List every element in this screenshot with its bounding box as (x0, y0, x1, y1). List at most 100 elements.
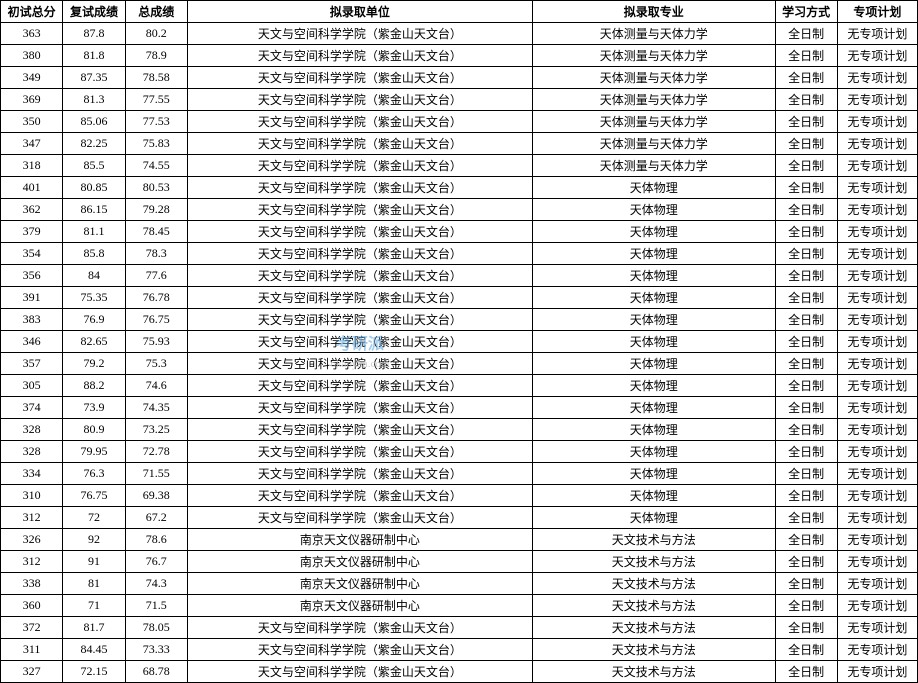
table-cell: 71 (63, 595, 125, 617)
table-cell: 372 (1, 617, 63, 639)
table-row: 38081.878.9天文与空间科学学院（紫金山天文台）天体测量与天体力学全日制… (1, 45, 918, 67)
table-cell: 无专项计划 (837, 309, 917, 331)
table-cell: 72.78 (125, 441, 187, 463)
table-cell: 全日制 (775, 529, 837, 551)
table-row: 35485.878.3天文与空间科学学院（紫金山天文台）天体物理全日制无专项计划 (1, 243, 918, 265)
col-header-2: 总成绩 (125, 1, 187, 23)
table-cell: 无专项计划 (837, 111, 917, 133)
table-cell: 74.3 (125, 573, 187, 595)
table-cell: 76.3 (63, 463, 125, 485)
col-header-6: 专项计划 (837, 1, 917, 23)
table-cell: 全日制 (775, 133, 837, 155)
table-cell: 75.93 (125, 331, 187, 353)
table-cell: 天体测量与天体力学 (532, 111, 775, 133)
table-cell: 310 (1, 485, 63, 507)
table-cell: 328 (1, 419, 63, 441)
table-cell: 73.33 (125, 639, 187, 661)
table-cell: 82.65 (63, 331, 125, 353)
table-cell: 全日制 (775, 639, 837, 661)
table-cell: 全日制 (775, 397, 837, 419)
table-cell: 无专项计划 (837, 463, 917, 485)
table-cell: 76.9 (63, 309, 125, 331)
table-cell: 84 (63, 265, 125, 287)
table-cell: 334 (1, 463, 63, 485)
table-cell: 全日制 (775, 89, 837, 111)
table-cell: 天文技术与方法 (532, 551, 775, 573)
table-cell: 86.15 (63, 199, 125, 221)
table-cell: 无专项计划 (837, 661, 917, 683)
table-cell: 无专项计划 (837, 45, 917, 67)
table-cell: 无专项计划 (837, 155, 917, 177)
table-cell: 78.45 (125, 221, 187, 243)
table-cell: 92 (63, 529, 125, 551)
table-cell: 72.15 (63, 661, 125, 683)
table-cell: 312 (1, 551, 63, 573)
table-cell: 天文技术与方法 (532, 661, 775, 683)
table-cell: 无专项计划 (837, 199, 917, 221)
table-row: 36387.880.2天文与空间科学学院（紫金山天文台）天体测量与天体力学全日制… (1, 23, 918, 45)
admission-table: 初试总分复试成绩总成绩拟录取单位拟录取专业学习方式专项计划 36387.880.… (0, 0, 918, 683)
table-cell: 天文技术与方法 (532, 639, 775, 661)
table-cell: 天文与空间科学学院（紫金山天文台） (187, 89, 532, 111)
table-cell: 天体测量与天体力学 (532, 23, 775, 45)
table-cell: 天体物理 (532, 485, 775, 507)
table-row: 37981.178.45天文与空间科学学院（紫金山天文台）天体物理全日制无专项计… (1, 221, 918, 243)
table-cell: 全日制 (775, 45, 837, 67)
table-row: 36981.377.55天文与空间科学学院（紫金山天文台）天体测量与天体力学全日… (1, 89, 918, 111)
col-header-3: 拟录取单位 (187, 1, 532, 23)
table-cell: 天文与空间科学学院（紫金山天文台） (187, 309, 532, 331)
table-cell: 79.28 (125, 199, 187, 221)
table-cell: 81.3 (63, 89, 125, 111)
table-cell: 67.2 (125, 507, 187, 529)
table-cell: 全日制 (775, 485, 837, 507)
table-cell: 76.78 (125, 287, 187, 309)
table-cell: 82.25 (63, 133, 125, 155)
table-row: 34682.6575.93天文与空间科学学院（紫金山天文台）考研派天体物理全日制… (1, 331, 918, 353)
table-row: 30588.274.6天文与空间科学学院（紫金山天文台）天体物理全日制无专项计划 (1, 375, 918, 397)
table-row: 36286.1579.28天文与空间科学学院（紫金山天文台）天体物理全日制无专项… (1, 199, 918, 221)
table-cell: 全日制 (775, 661, 837, 683)
table-cell: 天体物理 (532, 419, 775, 441)
table-cell: 85.8 (63, 243, 125, 265)
table-cell: 74.55 (125, 155, 187, 177)
table-cell: 81.8 (63, 45, 125, 67)
table-cell: 天体物理 (532, 375, 775, 397)
table-cell: 无专项计划 (837, 375, 917, 397)
table-cell: 全日制 (775, 265, 837, 287)
cell-text: 天文与空间科学学院（紫金山天文台） (258, 313, 462, 327)
table-cell: 75.3 (125, 353, 187, 375)
table-cell: 无专项计划 (837, 617, 917, 639)
table-row: 3129176.7南京天文仪器研制中心天文技术与方法全日制无专项计划 (1, 551, 918, 573)
table-cell: 87.8 (63, 23, 125, 45)
table-cell: 71.5 (125, 595, 187, 617)
table-cell: 312 (1, 507, 63, 529)
table-cell: 360 (1, 595, 63, 617)
table-cell: 天文与空间科学学院（紫金山天文台） (187, 221, 532, 243)
table-cell: 无专项计划 (837, 133, 917, 155)
table-cell: 天文与空间科学学院（紫金山天文台） (187, 155, 532, 177)
col-header-4: 拟录取专业 (532, 1, 775, 23)
table-cell: 天文与空间科学学院（紫金山天文台） (187, 265, 532, 287)
table-cell: 天文技术与方法 (532, 617, 775, 639)
table-cell: 全日制 (775, 199, 837, 221)
table-cell: 天体测量与天体力学 (532, 89, 775, 111)
table-cell: 无专项计划 (837, 265, 917, 287)
table-cell: 无专项计划 (837, 353, 917, 375)
table-cell: 无专项计划 (837, 595, 917, 617)
table-cell: 77.53 (125, 111, 187, 133)
table-cell: 天文技术与方法 (532, 529, 775, 551)
table-cell: 无专项计划 (837, 485, 917, 507)
table-row: 3568477.6天文与空间科学学院（紫金山天文台）天体物理全日制无专项计划 (1, 265, 918, 287)
table-cell: 81.7 (63, 617, 125, 639)
table-cell: 78.9 (125, 45, 187, 67)
table-cell: 311 (1, 639, 63, 661)
table-cell: 362 (1, 199, 63, 221)
table-row: 31184.4573.33天文与空间科学学院（紫金山天文台）天文技术与方法全日制… (1, 639, 918, 661)
table-row: 32879.9572.78天文与空间科学学院（紫金山天文台）天体物理全日制无专项… (1, 441, 918, 463)
table-cell: 391 (1, 287, 63, 309)
table-cell: 68.78 (125, 661, 187, 683)
table-cell: 南京天文仪器研制中心 (187, 529, 532, 551)
table-cell: 天文与空间科学学院（紫金山天文台）okaoyan.com (187, 353, 532, 375)
table-cell: 全日制 (775, 155, 837, 177)
table-row: 35779.275.3天文与空间科学学院（紫金山天文台）okaoyan.com天… (1, 353, 918, 375)
